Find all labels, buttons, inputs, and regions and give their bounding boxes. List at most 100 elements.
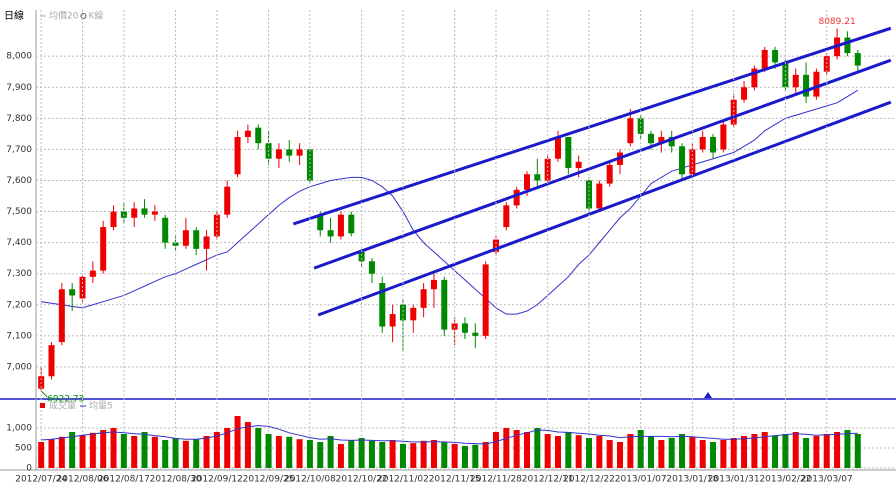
candle-body [565, 136, 572, 169]
legend-label: K線 [88, 10, 103, 22]
legend-label: 均價20 [49, 10, 79, 22]
candle-body [710, 136, 717, 153]
x-tick-label: 2012/12/22 [563, 475, 615, 485]
x-tick-label: 2013/01/31 [708, 475, 760, 485]
candle-body [162, 217, 169, 243]
volume-bar [668, 438, 675, 468]
volume-bar [286, 436, 293, 468]
volume-bar [182, 440, 189, 468]
volume-bar [792, 432, 799, 468]
volume-bar [234, 416, 241, 468]
volume-bar [368, 440, 375, 468]
y-tick-label: 1,000 [6, 424, 32, 434]
x-tick-label: 2012/08/17 [98, 475, 150, 485]
volume-bar [430, 440, 437, 468]
volume-bar [627, 434, 634, 468]
candle-body [461, 323, 468, 333]
y-tick-label: 7,800 [6, 114, 32, 124]
x-tick-label: 2012/11/15 [429, 475, 481, 485]
volume-bar [151, 436, 158, 468]
volume-bar [772, 436, 779, 468]
volume-bar [224, 428, 231, 468]
volume-bar [141, 432, 148, 468]
candle-body [244, 130, 251, 137]
volume-bar [492, 432, 499, 468]
candle-body [854, 53, 861, 66]
candle-body [213, 214, 220, 237]
x-tick-label: 2012/10/22 [336, 475, 388, 485]
volume-bar [420, 440, 427, 468]
candle-body [803, 74, 810, 97]
volume-bar [648, 436, 655, 468]
volume-bar [741, 436, 748, 468]
candle-body [523, 174, 530, 190]
volume-bar [379, 442, 386, 468]
volume-bar [823, 434, 830, 468]
candle-body [606, 164, 613, 184]
volume-bar [358, 438, 365, 468]
candle-body [679, 146, 686, 175]
annotation: 8089.21 [818, 17, 855, 27]
y-tick-label: 7,200 [6, 300, 32, 310]
x-tick-label: 2012/09/12 [191, 475, 243, 485]
y-tick-label: 500 [15, 444, 32, 454]
volume-bar [131, 436, 138, 468]
x-tick-label: 2013/03/07 [801, 475, 853, 485]
volume-bar [761, 432, 768, 468]
candle-body [348, 214, 355, 234]
candle-body [472, 332, 479, 336]
volume-bar [523, 432, 530, 468]
volume-bar [89, 432, 96, 468]
volume-bar [389, 440, 396, 468]
candle-body [792, 74, 799, 88]
candle-body [410, 307, 417, 321]
candle-body [513, 189, 520, 206]
volume-bar [100, 430, 107, 468]
volume-bar [461, 446, 468, 468]
candle-body [296, 149, 303, 156]
candle-body [255, 127, 262, 144]
volume-ma-line [41, 425, 858, 445]
volume-bar [79, 435, 86, 468]
volume-bar [399, 444, 406, 468]
candle-body [844, 37, 851, 54]
candle-body [627, 118, 634, 144]
chart-title: 日線 [4, 9, 24, 22]
volume-bar [38, 442, 45, 468]
candle-body [772, 49, 779, 63]
volume-bar [658, 440, 665, 468]
candle-body [761, 49, 768, 69]
candle-body [203, 236, 210, 249]
candle-body [399, 304, 406, 321]
volume-bar [554, 436, 561, 468]
x-tick-label: 2012/11/28 [470, 475, 522, 485]
candle-body [100, 227, 107, 271]
trend-line [317, 100, 892, 317]
volume-bar [69, 432, 76, 468]
volume-bar [482, 442, 489, 468]
candle-body [151, 211, 158, 215]
legend-swatch [40, 403, 45, 408]
candle-body [741, 87, 748, 100]
volume-bar [617, 442, 624, 468]
volume-bar [296, 439, 303, 468]
candle-body [110, 211, 117, 228]
candle-body [813, 71, 820, 97]
volume-bar [720, 440, 727, 468]
y-tick-label: 7,900 [6, 83, 32, 93]
candle-body [224, 186, 231, 215]
x-tick-label: 2012/10/08 [284, 475, 336, 485]
trend-line [292, 26, 892, 226]
volume-bar [193, 439, 200, 468]
candle-body [69, 289, 76, 296]
x-tick-label: 2012/11/02 [377, 475, 429, 485]
candle-body [131, 208, 138, 218]
candle-body [575, 161, 582, 169]
candle-body [689, 149, 696, 175]
volume-bar [162, 440, 169, 468]
volume-bar [58, 436, 65, 468]
y-tick-label: 7,100 [6, 331, 32, 341]
volume-bar [255, 428, 262, 468]
x-tick-label: 2013/01/07 [615, 475, 667, 485]
